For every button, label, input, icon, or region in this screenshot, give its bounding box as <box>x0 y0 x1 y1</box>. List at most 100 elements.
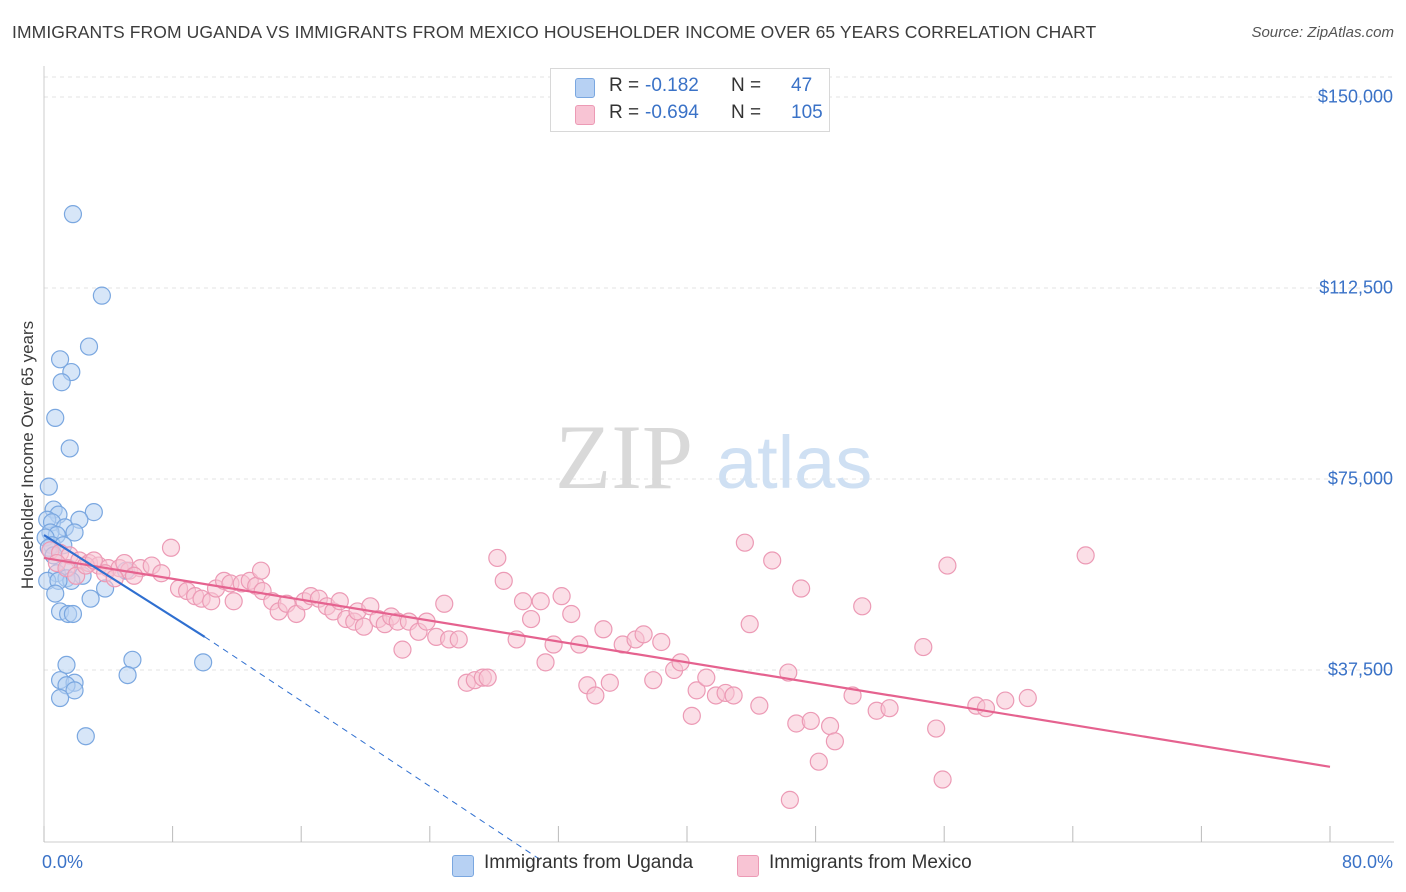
uganda-point <box>81 589 100 608</box>
watermark-zip: ZIP <box>555 406 693 508</box>
legend-swatch-mexico <box>575 105 595 125</box>
mexico-point <box>809 752 828 771</box>
legend-n-label: N = <box>731 102 762 123</box>
uganda-point <box>57 655 76 675</box>
mexico-point <box>531 592 550 611</box>
mexico-point <box>780 790 799 809</box>
uganda-point <box>194 653 213 672</box>
mexico-point <box>652 632 671 652</box>
uganda-point <box>39 477 58 496</box>
bottom-legend-swatch-mexico <box>737 855 759 877</box>
mexico-point <box>562 604 581 624</box>
uganda-trend-line <box>43 534 206 638</box>
mexico-point <box>880 699 899 718</box>
mexico-point <box>914 637 933 657</box>
mexico-point <box>586 686 605 705</box>
chart-title: IMMIGRANTS FROM UGANDA VS IMMIGRANTS FRO… <box>12 22 1097 42</box>
y-tick-label: $112,500 <box>1319 277 1393 298</box>
mexico-point <box>820 716 840 736</box>
mexico-point <box>594 620 613 639</box>
mexico-point <box>843 686 862 705</box>
mexico-point <box>478 668 497 687</box>
mexico-point <box>740 615 759 634</box>
mexico-point <box>494 571 513 590</box>
mexico-point <box>552 587 571 606</box>
mexico-point <box>634 625 653 644</box>
mexico-point <box>152 564 171 583</box>
legend: R = -0.182 N = 47 R = -0.694 N = 105 <box>550 68 830 132</box>
mexico-point <box>933 770 952 789</box>
uganda-point <box>50 688 70 708</box>
mexico-point <box>750 696 769 715</box>
mexico-point <box>251 561 271 580</box>
mexico-trend-line <box>43 556 1331 768</box>
uganda-point <box>79 337 99 356</box>
bottom-legend-label-uganda: Immigrants from Uganda <box>484 852 694 873</box>
legend-r-value: -0.182 <box>645 75 699 96</box>
x-tick-label-max: 80.0% <box>1341 852 1393 872</box>
mexico-point <box>938 556 957 575</box>
uganda-point <box>46 408 65 427</box>
mexico-point <box>927 719 946 738</box>
uganda-point <box>92 286 111 305</box>
mexico-point <box>1018 688 1037 708</box>
uganda-point <box>76 727 95 746</box>
mexico-point <box>763 551 782 570</box>
mexico-point <box>393 640 412 659</box>
mexico-point <box>435 594 454 613</box>
uganda-point <box>65 681 84 700</box>
chart-source: Source: ZipAtlas.com <box>1251 24 1394 41</box>
x-tick-label-min: 0.0% <box>42 852 84 872</box>
mexico-point <box>449 630 468 649</box>
legend-n-label: N = <box>731 75 762 96</box>
uganda-point <box>84 503 103 522</box>
legend-swatch-uganda <box>575 78 595 98</box>
mexico-point <box>644 671 663 690</box>
uganda-trend-extension <box>204 636 543 862</box>
legend-r-label: R = <box>609 75 640 96</box>
mexico-point <box>536 653 555 672</box>
uganda-point <box>46 584 65 603</box>
mexico-point <box>513 592 533 611</box>
mexico-point <box>544 635 563 654</box>
trend-lines <box>43 534 1331 862</box>
mexico-point <box>853 597 872 616</box>
mexico-point <box>161 538 181 557</box>
y-tick-label: $75,000 <box>1327 468 1393 489</box>
axes <box>43 66 1394 843</box>
legend-r-value: -0.694 <box>645 102 699 123</box>
mexico-point <box>825 732 844 751</box>
mexico-point <box>792 579 811 598</box>
watermark: ZIP atlas <box>555 406 872 508</box>
mexico-point <box>682 706 701 725</box>
y-tick-label: $150,000 <box>1317 86 1393 107</box>
uganda-point <box>50 350 70 369</box>
mexico-point <box>224 592 243 611</box>
legend-n-value: 105 <box>791 102 823 123</box>
mexico-point <box>521 609 541 629</box>
uganda-point <box>123 650 142 669</box>
bottom-legend-label-mexico: Immigrants from Mexico <box>769 852 972 873</box>
y-tick-label: $37,500 <box>1327 659 1393 680</box>
mexico-point <box>1076 546 1095 565</box>
uganda-point <box>63 604 83 624</box>
mexico-point <box>600 673 619 692</box>
mexico-point <box>124 566 144 585</box>
mexico-point <box>735 533 754 552</box>
mexico-point <box>488 548 507 568</box>
uganda-point <box>65 523 84 542</box>
mexico-point <box>801 711 820 731</box>
bottom-legend-swatch-uganda <box>452 855 474 877</box>
legend-r-label: R = <box>609 102 640 123</box>
data-points <box>36 205 1095 809</box>
legend-n-value: 47 <box>791 75 813 96</box>
mexico-point <box>697 668 716 687</box>
uganda-point <box>52 373 71 392</box>
mexico-point <box>779 663 798 682</box>
mexico-point <box>354 617 373 636</box>
watermark-atlas: atlas <box>716 421 872 504</box>
mexico-point <box>996 691 1015 710</box>
mexico-point <box>724 686 743 705</box>
mexico-point <box>687 681 706 700</box>
